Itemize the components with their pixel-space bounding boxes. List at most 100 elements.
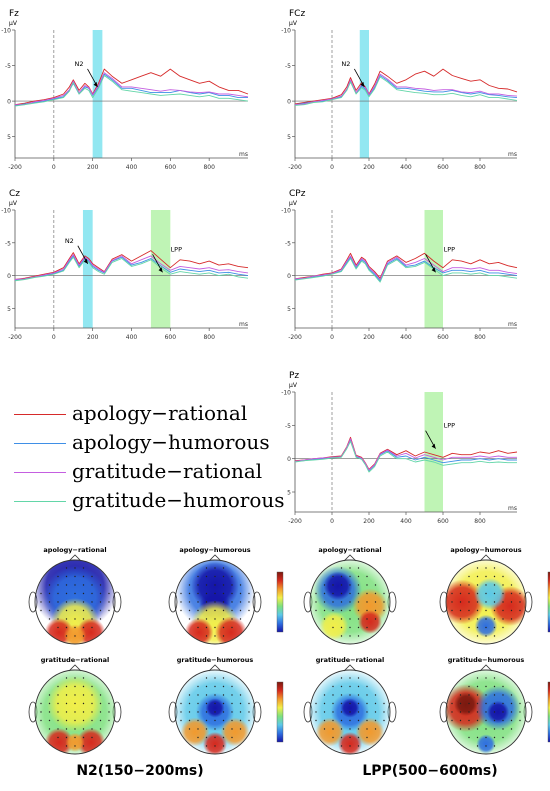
electrode-dot	[502, 626, 504, 629]
electrode-dot	[485, 567, 487, 569]
electrode-dot	[366, 601, 368, 603]
topomap-blob	[446, 579, 485, 625]
electrode-dot	[82, 592, 85, 595]
electrode-dot	[349, 618, 351, 620]
electrode-dot	[57, 618, 59, 620]
electrode-dot	[357, 609, 360, 612]
electrode-dot	[485, 719, 487, 722]
electrode-dot	[222, 702, 225, 705]
legend-item-gratitude-humorous: gratitude−humorous	[14, 486, 285, 515]
topomap-group-title: N2(150−200ms)	[76, 763, 203, 779]
electrode-dot	[366, 702, 368, 705]
electrode-dot	[214, 745, 216, 747]
x-tick-label: 400	[400, 334, 412, 341]
electrode-dot	[197, 584, 199, 586]
electrode-dot	[323, 584, 326, 586]
electrode-dot	[239, 702, 242, 705]
legend-label: gratitude−rational	[72, 459, 263, 483]
electrode-dot	[468, 685, 470, 688]
electrode-dot	[222, 711, 225, 713]
electrode-dot	[40, 609, 42, 612]
electrode-dot	[40, 719, 42, 722]
electrode-dot	[197, 719, 199, 722]
topomap-label: apology−humorous	[179, 546, 250, 554]
topomap-group-n2: apology−rational apology−humorous gratitud…	[28, 546, 284, 779]
topomap-outline	[34, 559, 116, 645]
annotation-label: LPP	[444, 245, 456, 253]
electrode-dot	[205, 702, 208, 705]
electrode-dot	[99, 601, 102, 603]
electrode-dot	[502, 728, 504, 730]
electrode-dot	[510, 711, 513, 713]
electrode-dot	[57, 584, 59, 586]
electrode-dot	[57, 592, 59, 595]
electrode-dot	[459, 601, 462, 603]
topomap-blob	[474, 578, 506, 610]
y-unit-label: μV	[289, 200, 298, 207]
y-tick-label: 0	[287, 456, 291, 463]
electrode-dot	[476, 609, 479, 612]
electrode-dot	[485, 609, 487, 612]
electrode-dot	[323, 609, 326, 612]
electrode-dot	[65, 567, 68, 569]
series-line-apology-rational	[14, 250, 249, 280]
electrode-dot	[40, 592, 42, 595]
electrode-dot	[74, 694, 76, 696]
electrode-dot	[231, 592, 233, 595]
electrode-dot	[510, 601, 513, 603]
electrode-dot	[222, 618, 225, 620]
electrode-dot	[74, 609, 76, 612]
series-line-apology-rational	[294, 436, 518, 470]
x-tick-label: 200	[363, 518, 375, 525]
electrode-dot	[332, 702, 334, 705]
annotation-arrowhead	[431, 267, 436, 273]
electrode-dot	[239, 728, 242, 730]
electrode-dot	[180, 601, 182, 603]
electrode-dot	[197, 626, 199, 629]
electrode-dot	[349, 635, 351, 637]
electrode-dot	[214, 635, 216, 637]
electrode-dot	[48, 609, 51, 612]
electrode-dot	[91, 711, 93, 713]
electrode-dot	[205, 736, 208, 739]
topomap-blob	[358, 610, 382, 634]
electrode-dot	[74, 719, 76, 722]
electrode-dot	[91, 728, 93, 730]
electrode-dot	[349, 728, 351, 730]
x-tick-label: 600	[437, 164, 449, 171]
electrode-dot	[451, 601, 453, 603]
electrode-dot	[493, 567, 496, 569]
topomap-label: gratitude−humorous	[448, 656, 525, 664]
electrode-dot	[222, 592, 225, 595]
electrode-dot	[451, 719, 453, 722]
electrode-dot	[476, 635, 479, 637]
electrode-dot	[248, 711, 250, 713]
x-tick-label: 200	[363, 164, 375, 171]
electrode-label: Pz	[289, 371, 299, 381]
electrode-dot	[82, 728, 85, 730]
electrode-dot	[468, 702, 470, 705]
x-tick-label: 0	[330, 518, 334, 525]
electrode-dot	[468, 601, 470, 603]
electrode-dot	[315, 592, 317, 595]
electrode-dot	[214, 575, 216, 578]
electrode-dot	[315, 609, 317, 612]
series-line-apology-rational	[14, 68, 249, 106]
series-line-gratitude-humorous	[294, 440, 517, 473]
electrode-dot	[99, 618, 102, 620]
series-line-apology-humorous	[294, 256, 518, 282]
electrode-dot	[48, 728, 51, 730]
electrode-dot	[57, 711, 59, 713]
electrode-dot	[188, 702, 191, 705]
electrode-dot	[214, 592, 216, 595]
electrode-dot	[188, 711, 191, 713]
electrode-dot	[357, 736, 360, 739]
topomap-outline	[445, 669, 527, 755]
electrode-dot	[248, 601, 250, 603]
electrode-dot	[197, 711, 199, 713]
legend-item-apology-rational: apology−rational	[14, 399, 274, 428]
electrode-dot	[48, 592, 51, 595]
electrode-dot	[459, 711, 462, 713]
electrode-dot	[340, 635, 343, 637]
